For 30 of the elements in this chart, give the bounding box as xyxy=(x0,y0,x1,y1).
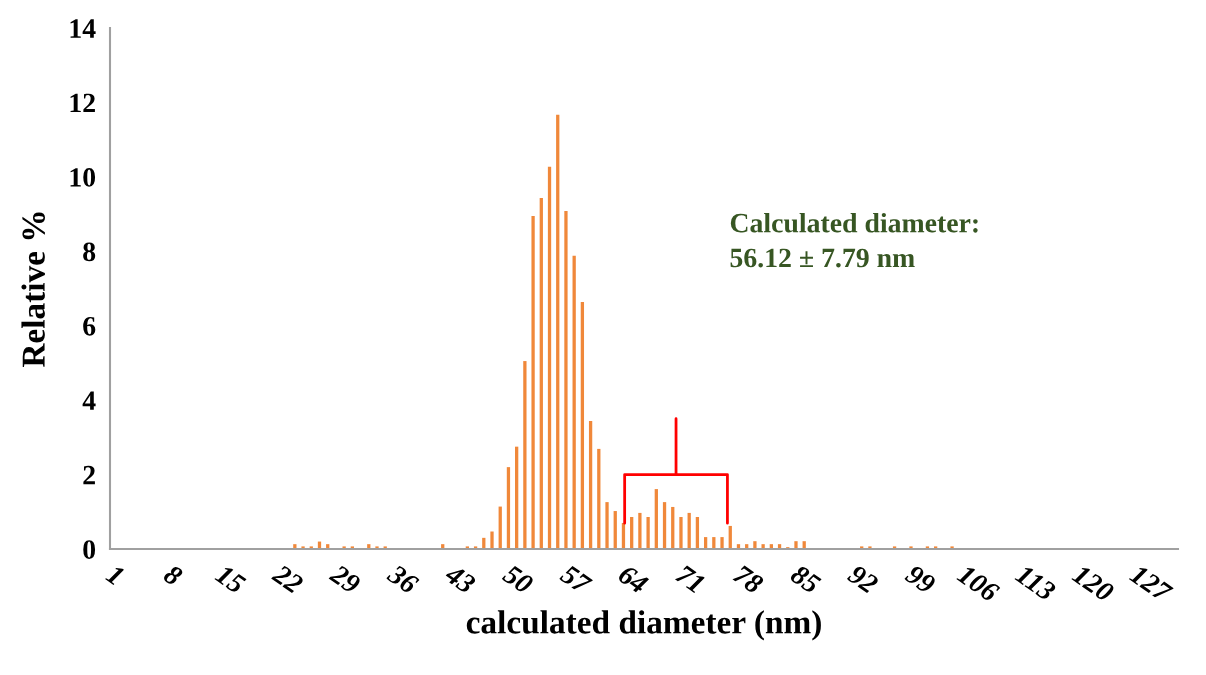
y-tick-label: 6 xyxy=(83,316,96,336)
annotation: Calculated diameter: 56.12 ± 7.79 nm xyxy=(730,212,978,268)
x-tick-label: 120 xyxy=(1071,563,1116,603)
x-axis-title: calculated diameter (nm) xyxy=(466,610,821,641)
x-tick-label: 113 xyxy=(1014,563,1057,602)
x-tick-label: 36 xyxy=(386,563,420,595)
y-tick-label: 14 xyxy=(70,19,96,38)
x-tick-label: 57 xyxy=(559,563,593,596)
y-tick-label: 2 xyxy=(83,465,95,485)
x-tick-label: 50 xyxy=(501,563,535,595)
y-tick-label: 4 xyxy=(82,391,96,410)
x-tick-label: 64 xyxy=(617,564,650,595)
x-tick-label: 99 xyxy=(904,563,937,595)
x-tick-label: 127 xyxy=(1128,563,1174,604)
x-tick-label: 71 xyxy=(674,564,705,593)
y-axis-title: Relative % xyxy=(21,212,46,368)
x-tick-label: 85 xyxy=(789,563,822,595)
x-tick-label: 78 xyxy=(732,564,765,595)
y-tick-label: 10 xyxy=(70,168,96,187)
x-tick-label: 29 xyxy=(328,563,362,595)
y-tick-label: 8 xyxy=(83,242,96,262)
x-tick-label: 22 xyxy=(271,563,305,595)
x-tick-label: 43 xyxy=(443,563,477,595)
x-tick-label: 92 xyxy=(846,563,880,595)
x-tick-label: 8 xyxy=(162,563,184,587)
x-tick-label: 1 xyxy=(105,564,125,586)
y-tick-label: 12 xyxy=(70,93,95,113)
y-tick-label: 0 xyxy=(83,540,96,559)
x-tick-label: 15 xyxy=(214,564,247,595)
x-tick-label: 106 xyxy=(956,563,1001,603)
